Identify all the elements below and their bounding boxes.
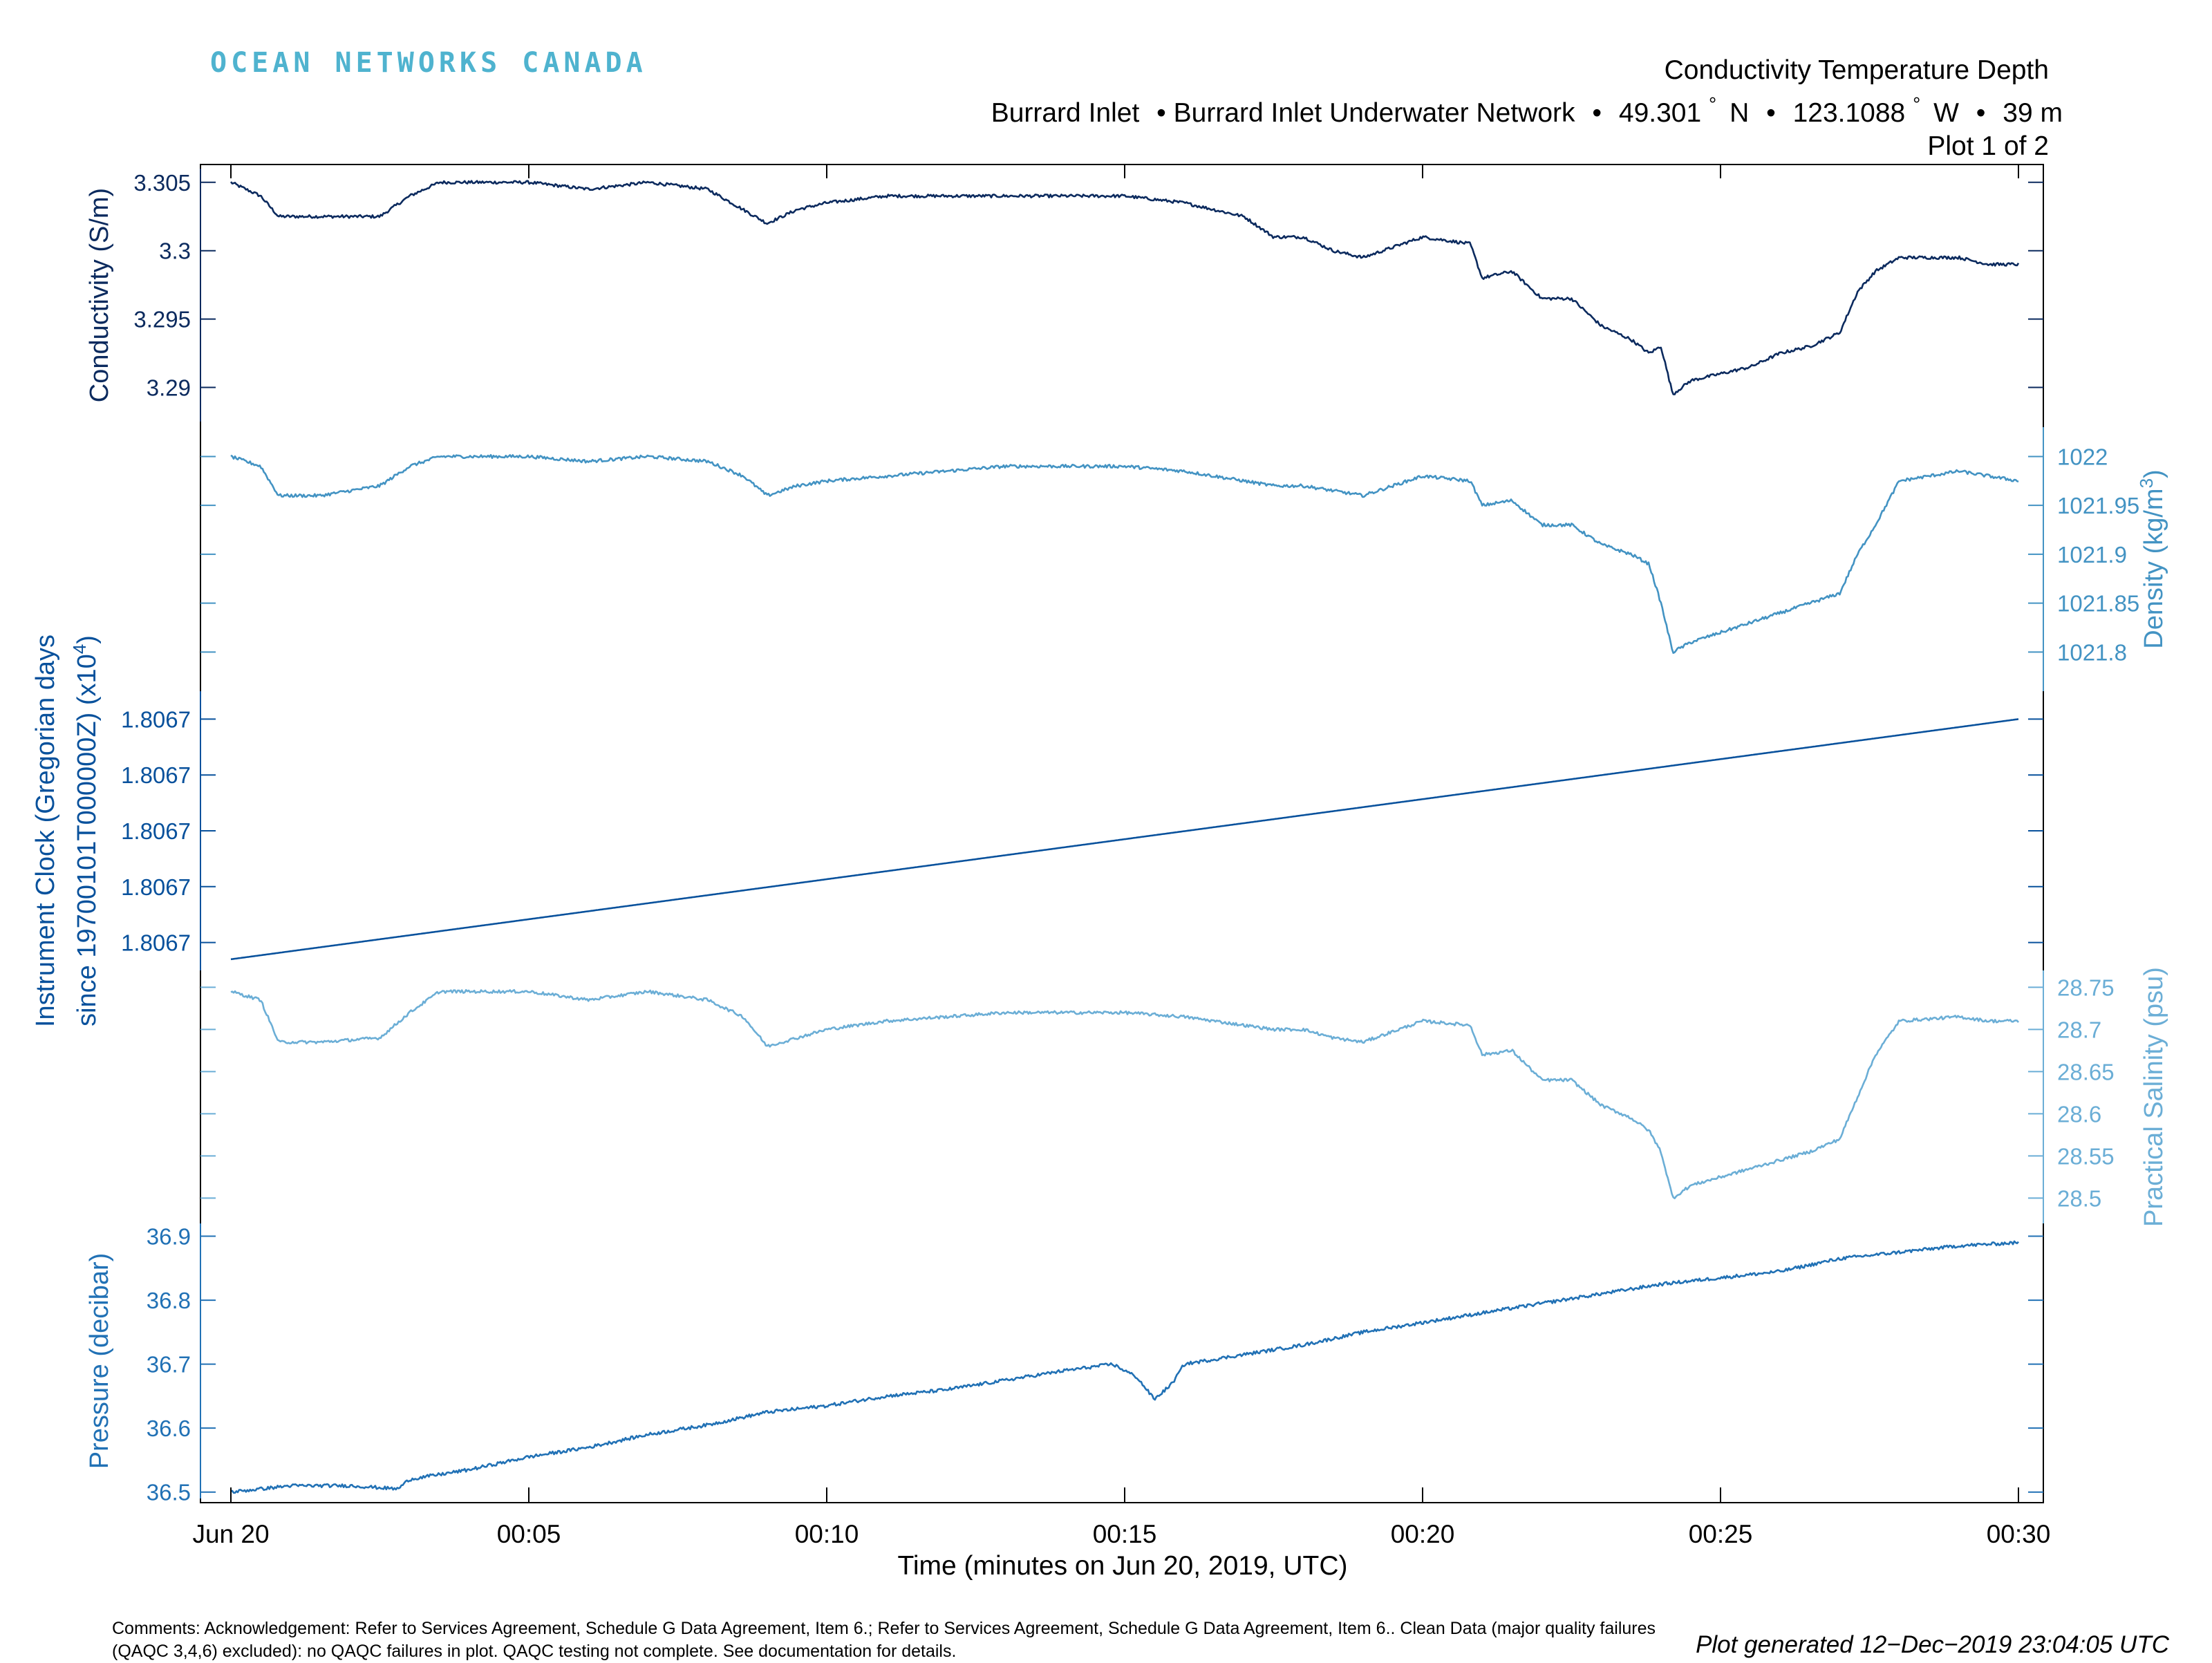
x-tick-label: Jun 20 <box>192 1520 269 1548</box>
density-tick-label: 1021.95 <box>2057 493 2139 518</box>
chart-title: Conductivity Temperature Depth <box>1665 55 2049 85</box>
subtitle-separator: • <box>1156 98 1166 128</box>
panel-conductivity: 3.29 3.295 3.3 3.305 Conductivity (S/m) <box>85 169 2043 422</box>
density-tick-label: 1021.9 <box>2057 542 2127 567</box>
subtitle-degree: ° <box>1709 93 1716 115</box>
subtitle-latitude: 49.301 <box>1619 98 1701 128</box>
instrument_clock-tick-label: 1.8067 <box>121 818 191 844</box>
salinity-series-line <box>230 989 2019 1199</box>
pressure-tick-label: 36.5 <box>147 1480 191 1505</box>
instrument_clock-series-line <box>230 718 2019 961</box>
panel-pressure: 36.5 36.6 36.7 36.8 36.9 Pressure (decibar) <box>85 1223 2043 1505</box>
subtitle-longitude: 123.1088 <box>1793 98 1906 128</box>
instrument_clock-ylabel-line1: Instrument Clock (Gregorian days <box>31 635 60 1027</box>
x-axis: Jun 20 00:05 00:10 00:15 00:20 00:25 00:30 <box>192 165 2050 1548</box>
subtitle-depth: 39 m <box>2003 98 2063 128</box>
salinity-tick-label: 28.6 <box>2057 1101 2101 1127</box>
x-tick-label: 00:25 <box>1689 1520 1753 1548</box>
chart-panels: 3.29 3.295 3.3 3.305 Conductivity (S/m) 1021.… <box>31 169 2168 1505</box>
x-axis-label: Time (minutes on Jun 20, 2019, UTC) <box>898 1551 1348 1581</box>
plot-index: Plot 1 of 2 <box>1927 131 2049 161</box>
salinity-tick-label: 28.5 <box>2057 1185 2101 1211</box>
x-tick-label: 00:05 <box>497 1520 561 1548</box>
subtitle-network: Burrard Inlet Underwater Network <box>1174 98 1575 128</box>
conductivity-tick-label: 3.29 <box>147 375 191 401</box>
instrument_clock-ylabel-line2: since 19700101T000000Z) (x104) <box>69 635 102 1026</box>
ocean-networks-canada-logo: OCEAN NETWORKS CANADA <box>210 47 647 79</box>
density-tick-label: 1022 <box>2057 444 2108 469</box>
subtitle-separator: • <box>1976 98 1986 128</box>
conductivity-ylabel: Conductivity (S/m) <box>85 188 114 402</box>
salinity-tick-label: 28.7 <box>2057 1017 2101 1042</box>
pressure-tick-label: 36.6 <box>147 1416 191 1441</box>
density-series-line <box>230 453 2019 654</box>
instrument_clock-tick-label: 1.8067 <box>121 874 191 900</box>
instrument_clock-tick-label: 1.8067 <box>121 762 191 788</box>
subtitle-lat-hemisphere: N <box>1730 98 1749 128</box>
instrument_clock-tick-label: 1.8067 <box>121 930 191 956</box>
pressure-ylabel: Pressure (decibar) <box>85 1253 114 1469</box>
conductivity-series-line <box>229 180 2020 395</box>
instrument_clock-tick-label: 1.8067 <box>121 706 191 732</box>
subtitle-degree: ° <box>1913 93 1920 115</box>
pressure-tick-label: 36.8 <box>147 1288 191 1313</box>
pressure-series-line <box>230 1240 2019 1494</box>
plot-generated-timestamp: Plot generated 12−Dec−2019 23:04:05 UTC <box>1696 1631 2169 1658</box>
density-tick-label: 1021.8 <box>2057 639 2127 665</box>
salinity-tick-label: 28.65 <box>2057 1059 2115 1084</box>
panel-salinity: 28.5 28.55 28.6 28.65 28.7 28.75 Practical Sal… <box>200 967 2168 1227</box>
x-tick-label: 00:30 <box>1987 1520 2051 1548</box>
salinity-tick-label: 28.55 <box>2057 1143 2115 1169</box>
x-tick-label: 00:20 <box>1391 1520 1455 1548</box>
conductivity-tick-label: 3.305 <box>133 170 191 196</box>
panel-density: 1021.8 1021.85 1021.9 1021.95 1022 Density (k… <box>200 427 2168 691</box>
density-ylabel: Density (kg/m3) <box>2136 469 2168 648</box>
subtitle-separator: • <box>1766 98 1776 128</box>
density-tick-label: 1021.85 <box>2057 591 2139 617</box>
plot-frame <box>200 164 2044 1503</box>
subtitle-location: Burrard Inlet <box>991 98 1140 128</box>
chart-subtitle: Burrard Inlet • Burrard Inlet Underwater… <box>991 87 2063 128</box>
x-tick-label: 00:15 <box>1093 1520 1157 1548</box>
footer-comments: Comments: Acknowledgement: Refer to Serv… <box>112 1619 1656 1661</box>
conductivity-tick-label: 3.3 <box>159 238 191 264</box>
panel-instrument_clock: 1.8067 1.8067 1.8067 1.8067 1.8067 Instrument… <box>31 635 2043 1027</box>
pressure-tick-label: 36.7 <box>147 1352 191 1378</box>
salinity-ylabel: Practical Salinity (psu) <box>2139 967 2168 1227</box>
x-tick-label: 00:10 <box>795 1520 859 1548</box>
salinity-tick-label: 28.75 <box>2057 975 2115 1000</box>
conductivity-tick-label: 3.295 <box>133 307 191 332</box>
pressure-tick-label: 36.9 <box>147 1224 191 1250</box>
subtitle-separator: • <box>1592 98 1602 128</box>
subtitle-lon-hemisphere: W <box>1933 98 1959 128</box>
